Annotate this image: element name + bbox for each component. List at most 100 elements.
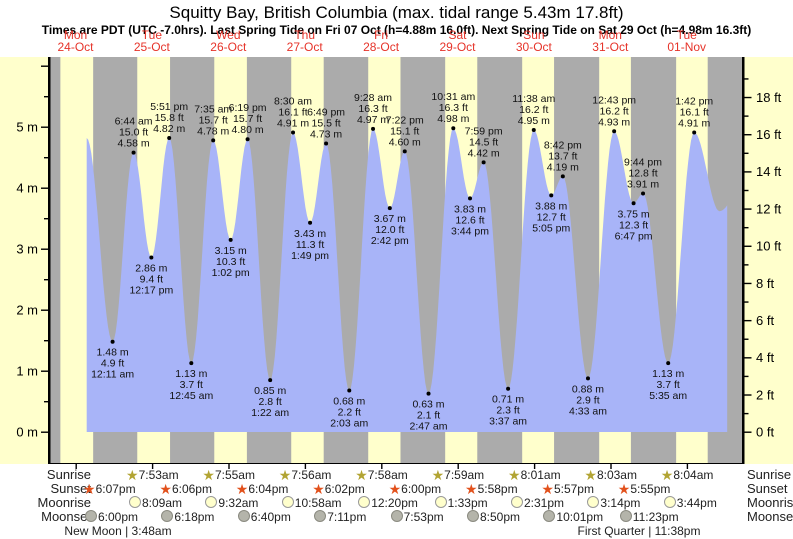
tide-annotation-high: 6:44 am bbox=[115, 116, 153, 128]
sunset-entry: ★6:07pm bbox=[83, 482, 136, 496]
tide-curve bbox=[86, 128, 728, 432]
left-axis-tick bbox=[41, 187, 48, 189]
tide-annotation-low: 1.13 m bbox=[175, 368, 207, 380]
right-axis-tick bbox=[744, 171, 752, 173]
moonset-entry: 6:18pm bbox=[161, 510, 214, 524]
sunrise-icon: ★ bbox=[278, 467, 292, 483]
day-name: Wed bbox=[216, 28, 241, 42]
sunrise-time: 7:56am bbox=[291, 468, 332, 482]
left-axis-tick bbox=[44, 401, 48, 403]
moonset-icon bbox=[85, 510, 97, 522]
day-label-25-Oct: Tue 25-Oct bbox=[112, 29, 192, 53]
sunrise-icon: ★ bbox=[126, 467, 139, 483]
tide-annotation-low: 12.6 ft bbox=[455, 214, 484, 226]
left-axis-tick bbox=[41, 65, 48, 67]
sunrise-entry: ★7:56am bbox=[279, 468, 332, 482]
tide-point-dot bbox=[506, 386, 511, 391]
tide-annotation-high: 12:43 pm bbox=[592, 94, 636, 106]
tide-annotation-high: 10:31 am bbox=[431, 91, 475, 103]
tide-annotation-low: 3.43 m bbox=[294, 228, 326, 240]
tide-annotation-high: 9:44 pm bbox=[624, 156, 662, 168]
tide-point-dot bbox=[324, 141, 329, 146]
tide-annotation-high: 4.97 m bbox=[357, 114, 389, 126]
moonset-time: 11:23pm bbox=[632, 510, 679, 524]
right-axis-tick bbox=[744, 412, 749, 415]
moonset-entry: 8:50pm bbox=[467, 510, 520, 524]
row-label-sunset-right: Sunset bbox=[747, 481, 788, 496]
day-date: 26-Oct bbox=[210, 40, 247, 54]
tide-annotation-high: 7:59 pm bbox=[465, 125, 503, 137]
tide-annotation-high: 4.80 m bbox=[232, 124, 264, 136]
tide-annotation-high: 14.5 ft bbox=[469, 136, 498, 148]
tide-annotation-low: 12.3 ft bbox=[619, 219, 648, 231]
left-axis-tick bbox=[41, 309, 48, 311]
row-label-moonset-right: Moonset bbox=[747, 509, 793, 524]
moonset-icon bbox=[161, 510, 174, 522]
sunset-time: 6:06pm bbox=[171, 482, 212, 496]
tide-annotation-high: 7:35 am bbox=[194, 103, 232, 115]
left-axis-tick bbox=[41, 431, 48, 433]
tide-annotation-low: 3.75 m bbox=[618, 208, 650, 220]
tide-annotation-low: 0.68 m bbox=[333, 396, 365, 408]
tide-annotation-low: 3.7 ft bbox=[180, 379, 203, 391]
tide-annotation-high: 16.3 ft bbox=[358, 103, 387, 115]
sunrise-entry: ★7:55am bbox=[202, 468, 255, 482]
tide-annotation-low: 10.3 ft bbox=[216, 256, 245, 268]
tide-point-dot bbox=[560, 174, 565, 179]
sunset-icon: ★ bbox=[312, 481, 325, 497]
tide-annotation-high: 4.73 m bbox=[310, 128, 342, 140]
sunset-time: 6:07pm bbox=[95, 482, 136, 496]
sunrise-entry: ★7:58am bbox=[355, 468, 408, 482]
row-label-moonrise-left: Moonrise bbox=[37, 495, 91, 510]
tide-annotation-high: 15.5 ft bbox=[311, 117, 340, 129]
tide-annotation-low: 11.3 ft bbox=[296, 239, 324, 251]
day-name: Thu bbox=[294, 28, 316, 42]
day-name: Sun bbox=[523, 28, 545, 42]
day-date: 28-Oct bbox=[363, 40, 400, 54]
right-axis-tick-label: 18 ft bbox=[756, 90, 782, 105]
right-axis-tick-label: 12 ft bbox=[756, 201, 782, 216]
tide-annotation-low: 4.9 ft bbox=[101, 358, 124, 370]
sunrise-entry: ★7:59am bbox=[432, 468, 485, 482]
moonrise-time: 3:14pm bbox=[600, 496, 641, 510]
day-name: Mon bbox=[598, 28, 622, 42]
day-name: Sat bbox=[448, 28, 467, 42]
row-label-sunrise-left: Sunrise bbox=[46, 467, 91, 482]
page-title: Squitty Bay, British Columbia (max. tida… bbox=[169, 3, 624, 22]
tide-point-dot bbox=[291, 130, 296, 135]
moonset-time: 8:50pm bbox=[480, 510, 521, 524]
day-tick bbox=[533, 464, 536, 469]
tide-annotation-low: 4:33 am bbox=[569, 405, 607, 417]
sunrise-entry: ★8:03am bbox=[584, 468, 637, 482]
tide-point-dot bbox=[308, 220, 313, 225]
sunset-time: 5:58pm bbox=[477, 482, 518, 496]
day-tick bbox=[304, 464, 307, 469]
tide-annotation-low: 5:35 am bbox=[649, 390, 687, 402]
right-axis-tick bbox=[744, 319, 752, 322]
tide-annotation-low: 0.85 m bbox=[254, 385, 286, 397]
sunset-icon: ★ bbox=[541, 481, 554, 497]
page-subtitle: Times are PDT (UTC -7.0hrs). Last Spring… bbox=[41, 23, 752, 37]
tide-annotation-low: 3.67 m bbox=[374, 213, 406, 225]
left-axis-tick bbox=[44, 157, 48, 159]
left-axis-tick-label: 2 m bbox=[16, 303, 38, 318]
moonrise-icon bbox=[434, 496, 447, 508]
right-axis-tick-label: 2 ft bbox=[756, 387, 774, 402]
moonset-icon bbox=[314, 510, 327, 522]
tide-annotation-high: 16.1 ft bbox=[278, 106, 307, 118]
tide-annotation-high: 4.93 m bbox=[598, 116, 630, 128]
tide-annotation-high: 16.2 ft bbox=[600, 105, 629, 117]
moonrise-entry: 10:58am bbox=[281, 496, 342, 510]
tide-annotation-high: 11:38 am bbox=[512, 93, 555, 105]
left-axis-tick bbox=[41, 126, 48, 128]
sunset-time: 6:04pm bbox=[248, 482, 289, 496]
tide-point-dot bbox=[531, 128, 536, 133]
tide-annotation-high: 15.8 ft bbox=[155, 112, 184, 124]
moonrise-entry: 9:32am bbox=[205, 496, 258, 510]
tide-annotation-low: 2:42 pm bbox=[371, 235, 409, 247]
tide-annotation-high: 4.98 m bbox=[437, 113, 469, 125]
day-name: Fri bbox=[374, 28, 389, 42]
tide-annotation-low: 12:17 pm bbox=[129, 285, 173, 297]
moonset-time: 7:53pm bbox=[403, 510, 444, 524]
left-axis-tick-label: 1 m bbox=[16, 364, 38, 379]
